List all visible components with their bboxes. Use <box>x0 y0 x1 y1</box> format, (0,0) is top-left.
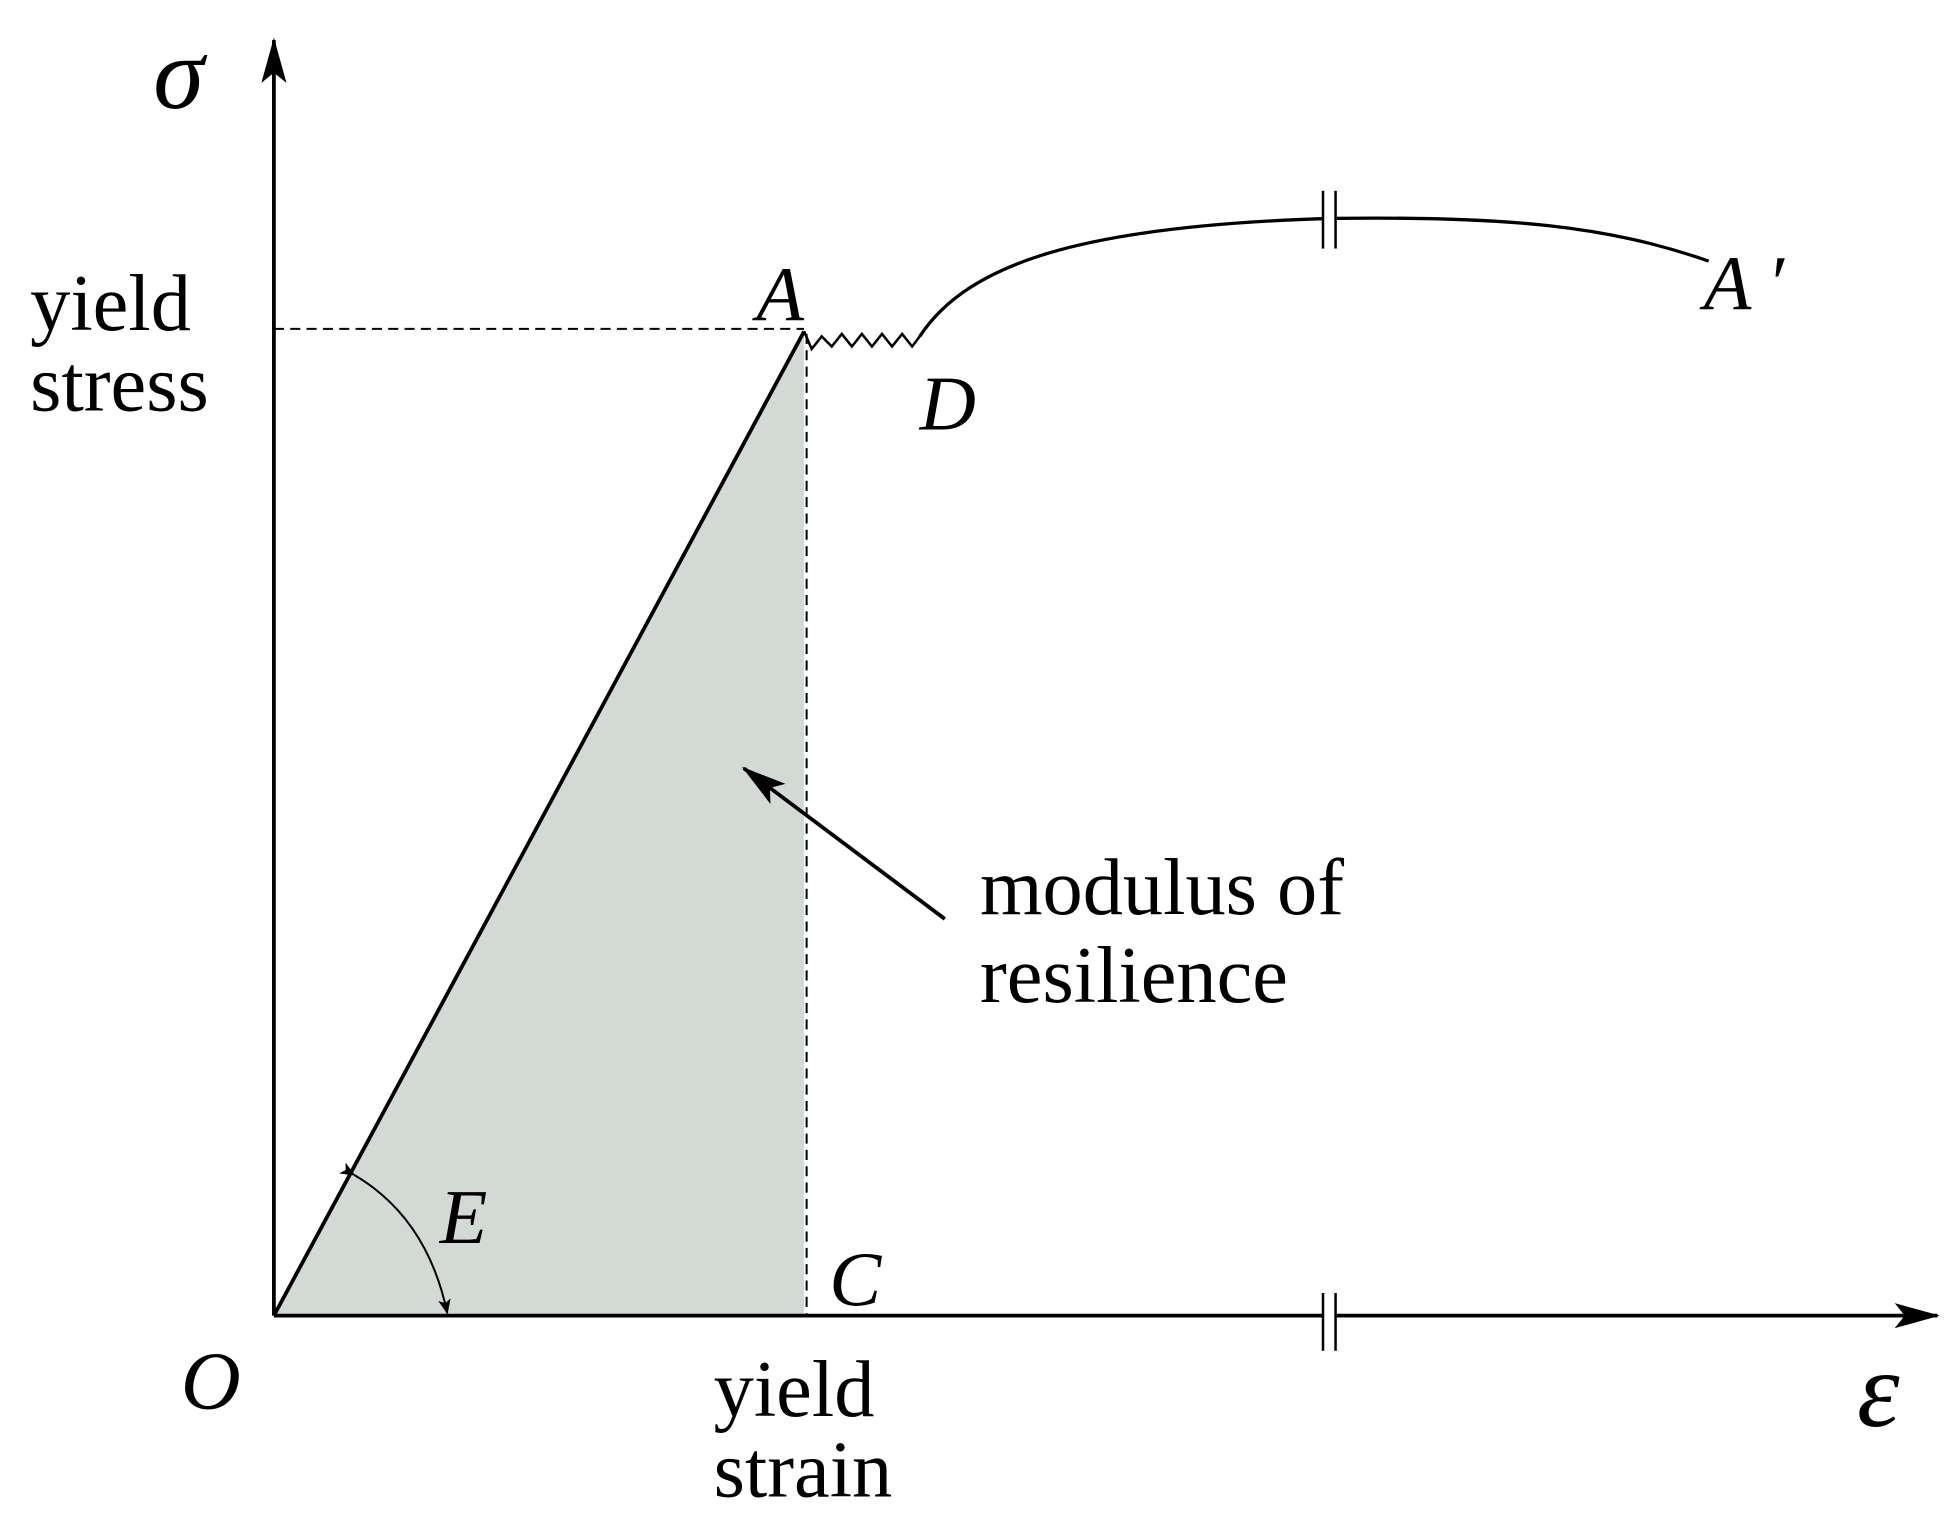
yield-stress-label: yield <box>30 259 191 348</box>
y-axis-label: σ <box>153 17 208 131</box>
slope-arc <box>339 1162 451 1315</box>
x-axis-label: ε <box>1857 1331 1900 1450</box>
modulus-label: modulus of <box>980 843 1344 932</box>
slope-label: E <box>439 1174 488 1260</box>
yield-zigzag <box>802 330 921 352</box>
point-c: C <box>829 1237 882 1323</box>
modulus-label: resilience <box>980 931 1288 1020</box>
yield-stress-label: stress <box>30 340 209 429</box>
plastic-curve <box>918 216 1710 338</box>
elastic-line <box>272 330 806 1317</box>
modulus-pointer <box>741 766 946 921</box>
axis-break-gap <box>1323 1293 1336 1351</box>
origin-label: O <box>181 1335 241 1427</box>
yield-strain-label: yield <box>714 1345 875 1434</box>
point-d: D <box>919 360 976 446</box>
curve-break-gap <box>1323 190 1336 249</box>
point-a-prime: A ′ <box>1699 240 1785 326</box>
yield-strain-label: strain <box>714 1425 893 1514</box>
point-a: A <box>751 251 804 337</box>
